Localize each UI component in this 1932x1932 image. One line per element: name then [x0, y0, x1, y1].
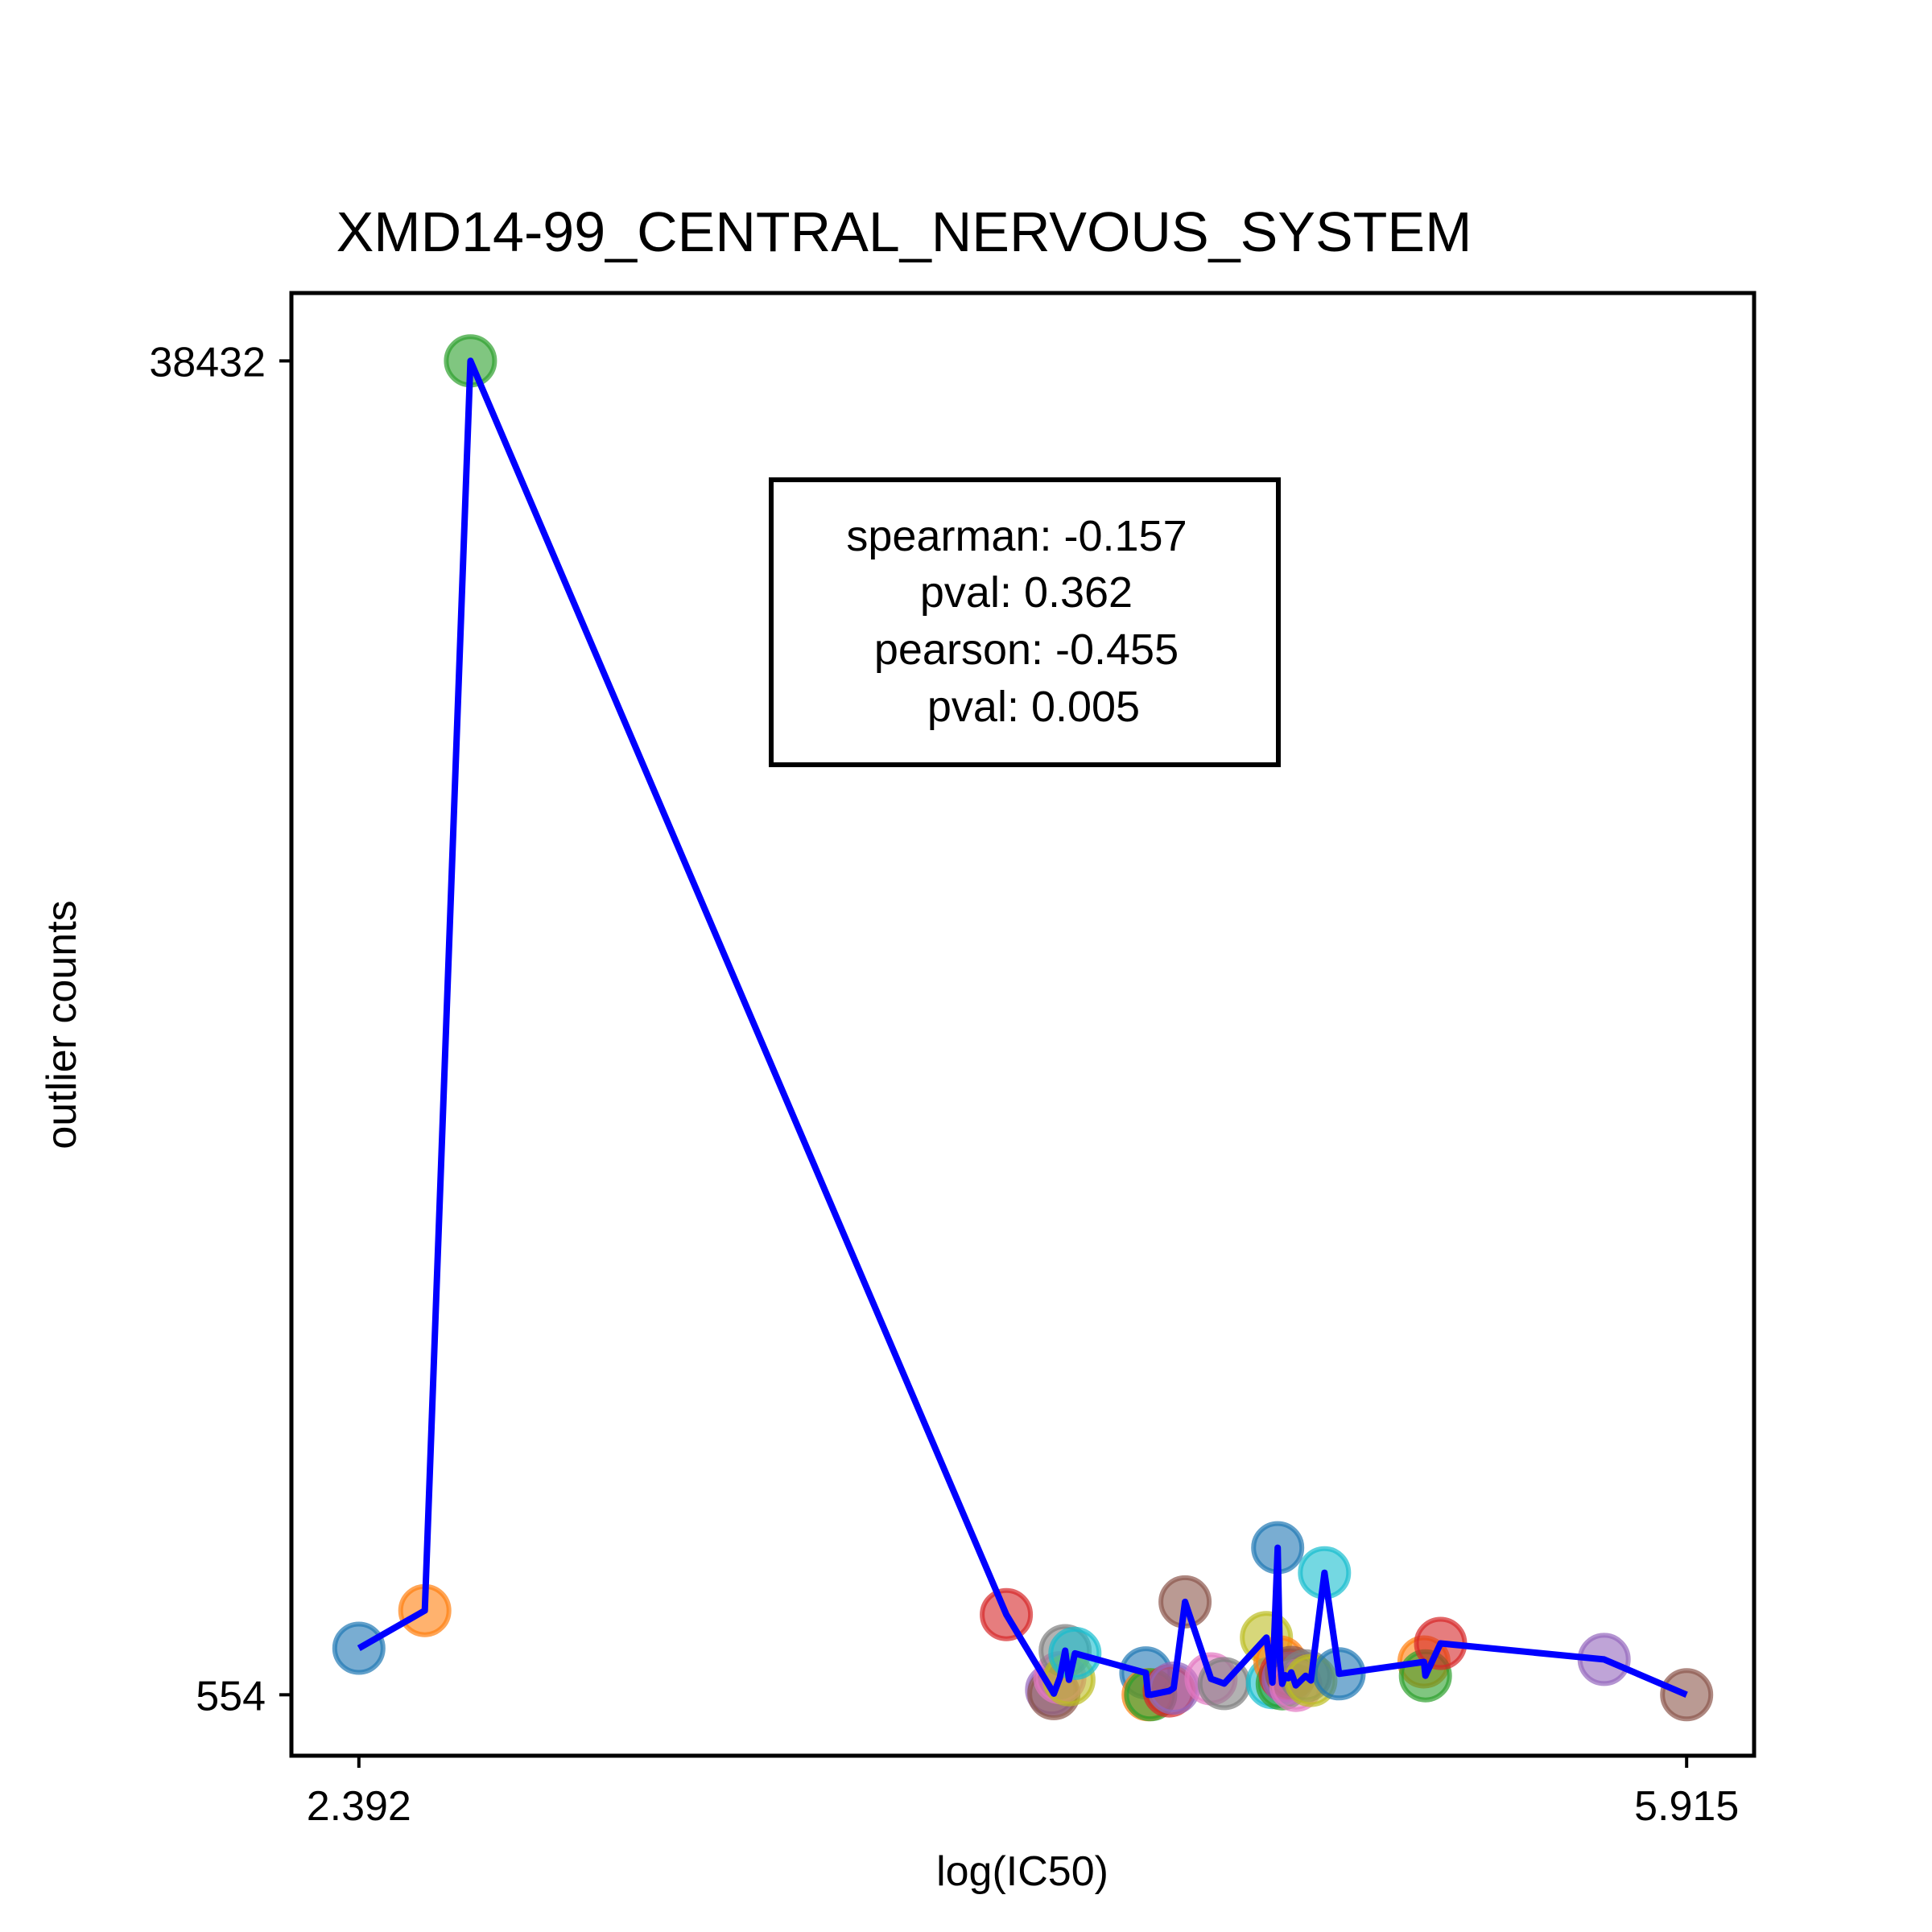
x-axis-label: log(IC50): [936, 1848, 1108, 1895]
y-tick-label-1: 554: [196, 1673, 266, 1719]
y-tick-label-2: 38432: [149, 339, 266, 386]
chart-title: XMD14-99_CENTRAL_NERVOUS_SYSTEM: [336, 200, 1472, 263]
stats-pearson-pval: pval: 0.005: [927, 683, 1140, 731]
data-point-1: [332, 1621, 386, 1675]
plot-frame: [289, 291, 1757, 1758]
x-axis-ticks: 2.392 5.915: [307, 1756, 1739, 1830]
stats-box: spearman: -0.157 pval: 0.362 pearson: -0…: [769, 477, 1281, 767]
stats-spearman: spearman: -0.157: [846, 512, 1187, 560]
x-tick-label-2: 5.915: [1634, 1783, 1739, 1830]
y-axis-label: outlier counts: [39, 900, 85, 1149]
x-tick-label-1: 2.392: [307, 1783, 411, 1830]
stats-spearman-pval: pval: 0.362: [920, 568, 1133, 617]
trend-line-layer: [357, 357, 1688, 1699]
stats-pearson: pearson: -0.455: [874, 625, 1179, 674]
stats-box-frame: [769, 477, 1281, 767]
y-axis-ticks: 554 38432: [149, 339, 291, 1719]
trend-line: [357, 357, 1688, 1699]
